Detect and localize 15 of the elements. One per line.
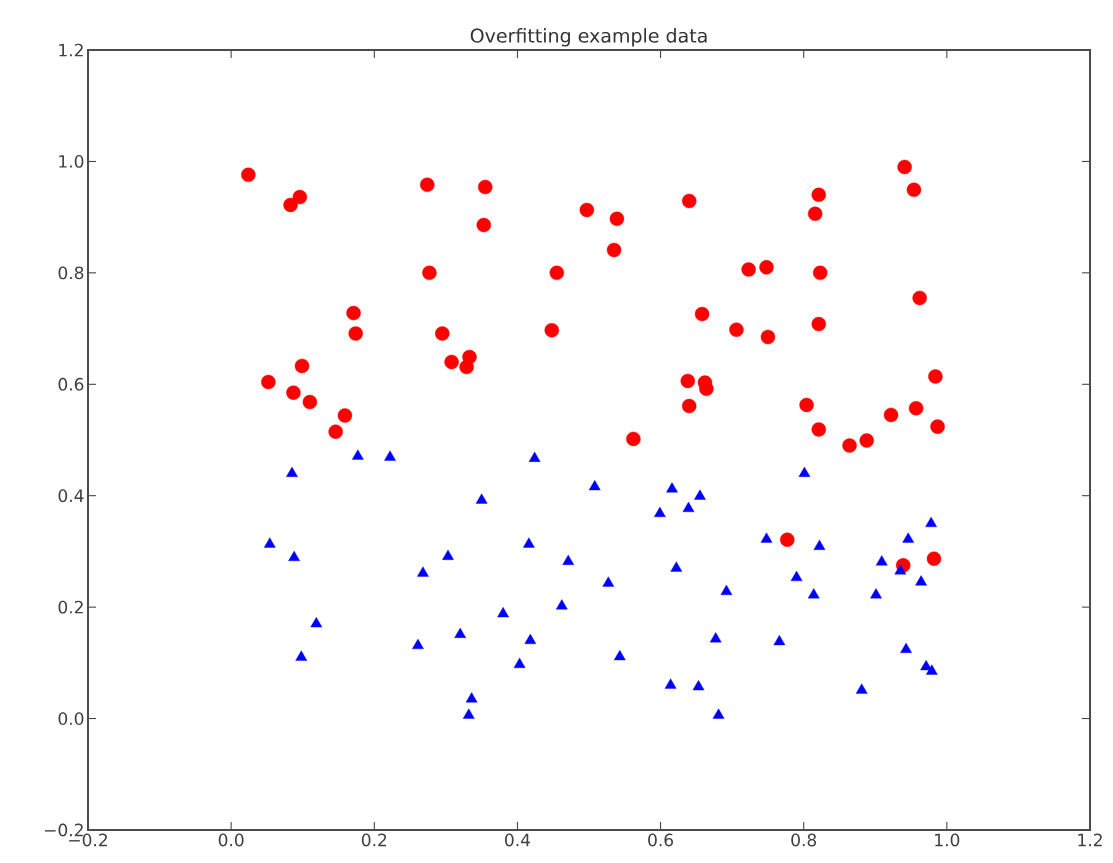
y-tick-label: 1.0 <box>59 154 84 168</box>
y-tick-label: 1.2 <box>59 43 83 57</box>
x-tick-label: 0.8 <box>791 833 817 847</box>
x-tick-label: 0.6 <box>648 833 674 847</box>
x-tick-label: 0.2 <box>361 833 387 847</box>
y-tick-label: 0.2 <box>58 600 83 614</box>
x-tick-label: 0.0 <box>218 833 244 847</box>
x-tick-label: 0.4 <box>505 833 530 847</box>
y-tick-label: 0.6 <box>58 377 84 391</box>
chart-title: Overfitting example data <box>470 28 707 47</box>
x-tick-label: 1.2 <box>1078 833 1102 847</box>
y-tick-label: 0.4 <box>58 489 84 503</box>
y-tick-label: 0.8 <box>58 266 84 280</box>
x-tick-label: 1.0 <box>935 833 960 847</box>
y-tick-label: 0.0 <box>58 712 84 725</box>
